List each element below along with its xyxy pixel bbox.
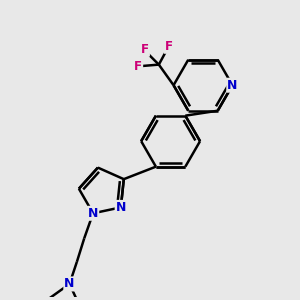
Text: N: N [116,201,126,214]
Text: F: F [165,40,172,53]
Text: F: F [141,43,149,56]
Text: F: F [134,60,142,73]
Text: N: N [64,278,75,290]
Text: N: N [88,207,98,220]
Text: N: N [227,79,238,92]
